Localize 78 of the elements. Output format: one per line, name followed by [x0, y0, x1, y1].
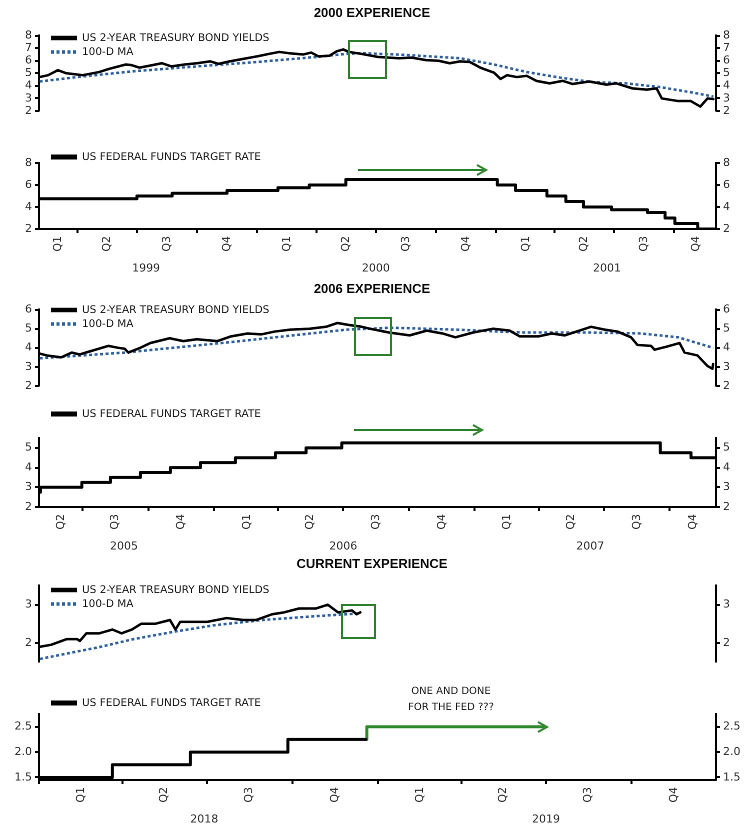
x-tick-label: Q3	[630, 514, 643, 530]
x2-tick-label: 2007	[576, 539, 604, 552]
legend-label: US 2-YEAR TREASURY BOND YIELDS	[82, 30, 270, 45]
y-tick-label: 2.0	[723, 744, 740, 758]
y-tick-label: 3	[25, 598, 32, 611]
y-tick-label: 4	[25, 200, 32, 213]
y-tick-label: 5	[25, 66, 32, 80]
x2-tick-label: 1999	[132, 261, 160, 274]
x-tick-label: Q2	[100, 236, 113, 252]
x-tick-label: Q4	[174, 514, 187, 530]
legend-label: 100-D MA	[82, 44, 134, 59]
y-tick-label: 2.5	[723, 720, 740, 733]
x-tick-label: Q4	[434, 514, 448, 530]
annotation: ONE AND DONE FOR THE FED ???	[407, 685, 495, 715]
y-tick-label: 6	[25, 54, 32, 67]
legend-label: US 2-YEAR TREASURY BOND YIELDS	[82, 302, 270, 317]
x-tick-label: Q3	[242, 787, 256, 803]
x-tick-label: Q2	[156, 787, 170, 803]
x-tick-label: Q1	[518, 236, 532, 252]
x-tick-label: Q3	[398, 236, 412, 252]
x-tick-label: Q3	[108, 514, 122, 530]
x2-tick-label: 2019	[532, 812, 560, 826]
legend-label: US FEDERAL FUNDS TARGET RATE	[82, 407, 261, 421]
chart-title: CURRENT EXPERIENCE	[296, 556, 448, 572]
y-tick-label: 2	[25, 378, 32, 392]
x-tick-label: Q2	[496, 787, 509, 803]
x2-tick-label: 2000	[362, 261, 390, 274]
x-tick-label: Q4	[458, 236, 472, 252]
chart-title: 2000 EXPERIENCE	[312, 5, 432, 21]
y-tick-label: 8	[25, 28, 32, 42]
x-tick-label: Q2	[303, 514, 316, 530]
x-tick-label: Q1	[74, 787, 88, 803]
x-tick-label: Q3	[581, 787, 594, 803]
y-tick-label: 7	[25, 41, 32, 54]
line-series	[39, 326, 714, 360]
y-tick-label: 5	[25, 322, 32, 335]
y-tick-label: 4	[25, 78, 32, 92]
y-tick-label: 4	[25, 460, 32, 474]
x-tick-label: Q1	[413, 787, 426, 803]
x-tick-label: Q4	[220, 236, 233, 252]
x2-tick-label: 2001	[592, 261, 621, 274]
x2-tick-label: 2006	[329, 539, 358, 552]
x-tick-label: Q2	[576, 236, 590, 252]
x-tick-label: Q4	[328, 787, 341, 803]
chart-title: 2006 EXPERIENCE	[312, 281, 432, 297]
y-tick-label: 2	[25, 636, 32, 649]
y-tick-label: 5	[25, 440, 32, 454]
y-tick-label: 8	[25, 156, 32, 169]
y-tick-label: 2	[25, 500, 32, 513]
x-tick-label: Q2	[54, 514, 67, 530]
legend-label: US FEDERAL FUNDS TARGET RATE	[82, 696, 261, 710]
legend-label: US FEDERAL FUNDS TARGET RATE	[82, 150, 261, 164]
x-tick-label: Q4	[688, 236, 702, 252]
y-tick-label: 6	[25, 302, 32, 316]
legend-label: 100-D MA	[82, 316, 134, 331]
y-tick-label: 3	[25, 480, 32, 494]
x-tick-label: Q4	[666, 787, 680, 803]
x-tick-label: Q1	[500, 514, 514, 530]
y-tick-label: 1.5	[723, 770, 740, 784]
y-tick-label: 3	[25, 91, 32, 104]
legend-label: 100-D MA	[82, 596, 134, 611]
x-tick-label: Q1	[51, 236, 64, 252]
x-tick-label: Q3	[637, 236, 650, 252]
x-tick-label: Q2	[338, 236, 352, 252]
x-tick-label: Q3	[160, 236, 173, 252]
x-tick-label: Q2	[564, 514, 577, 530]
x-tick-label: Q1	[280, 236, 293, 252]
x-tick-label: Q4	[686, 514, 699, 530]
legend-label: US 2-YEAR TREASURY BOND YIELDS	[82, 582, 270, 597]
y-tick-label: 2	[25, 222, 32, 235]
x2-tick-label: 2018	[190, 812, 218, 826]
y-tick-label: 2	[25, 104, 32, 117]
y-tick-label: 3	[25, 360, 32, 373]
x-tick-label: Q3	[368, 514, 382, 530]
x-tick-label: Q1	[240, 514, 253, 530]
y-tick-label: 6	[25, 178, 32, 191]
x2-tick-label: 2005	[110, 539, 138, 552]
y-tick-label: 4	[25, 340, 32, 354]
